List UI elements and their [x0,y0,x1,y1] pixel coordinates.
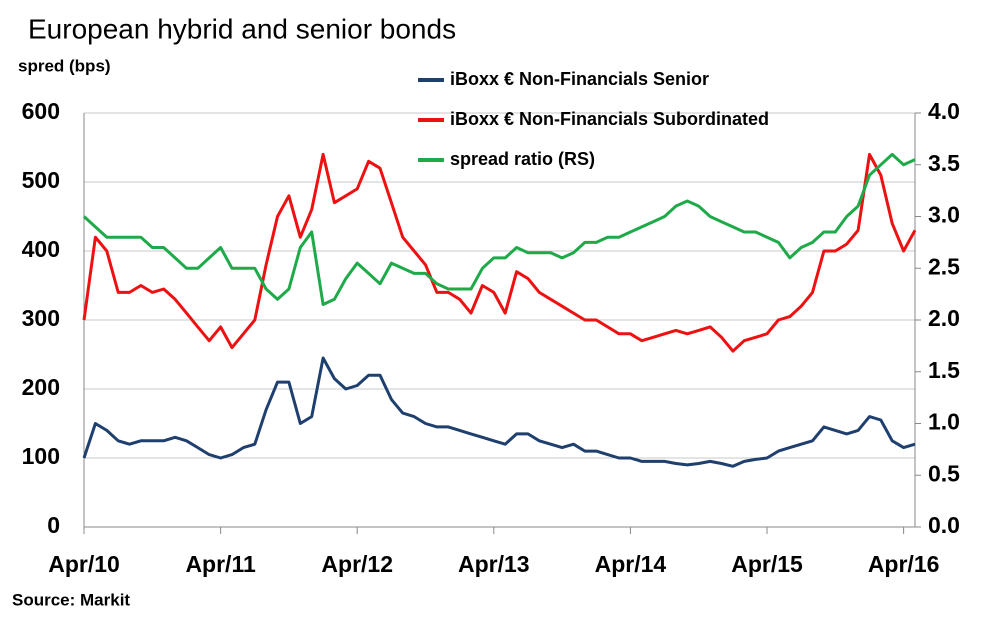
series-line [82,356,916,468]
legend-label: iBoxx € Non-Financials Senior [450,69,709,89]
y2-tick-label: 2.5 [928,253,960,279]
series-line [82,152,916,306]
y-tick-label: 200 [22,374,60,400]
y2-tick-label: 3.0 [928,202,960,228]
y-tick-label: 400 [22,236,60,262]
x-tick-label: Apr/13 [458,551,530,577]
y-tick-label: 0 [47,512,60,538]
y2-tick-label: 0.5 [928,460,960,486]
chart-title: European hybrid and senior bonds [28,13,456,44]
legend-label: spread ratio (RS) [450,149,595,169]
y-tick-label: 600 [22,98,60,124]
x-tick-label: Apr/11 [185,551,256,577]
x-tick-label: Apr/14 [595,551,667,577]
y2-tick-label: 0.0 [928,512,960,538]
y2-tick-label: 1.5 [928,357,960,383]
y-tick-label: 500 [22,167,60,193]
subtitle: spred (bps) [18,56,111,75]
legend-label: iBoxx € Non-Financials Subordinated [450,109,769,129]
y2-tick-label: 3.5 [928,150,960,176]
x-tick-label: Apr/10 [48,551,120,577]
y2-tick-label: 2.0 [928,305,960,331]
x-tick-label: Apr/12 [321,551,393,577]
x-tick-label: Apr/16 [868,551,940,577]
y2-tick-label: 1.0 [928,409,960,435]
y-tick-label: 100 [22,443,60,469]
source: Source: Markit [12,590,130,609]
y-tick-label: 300 [22,305,60,331]
y2-tick-label: 4.0 [928,98,960,124]
x-tick-label: Apr/15 [731,551,803,577]
series-line [82,152,917,353]
